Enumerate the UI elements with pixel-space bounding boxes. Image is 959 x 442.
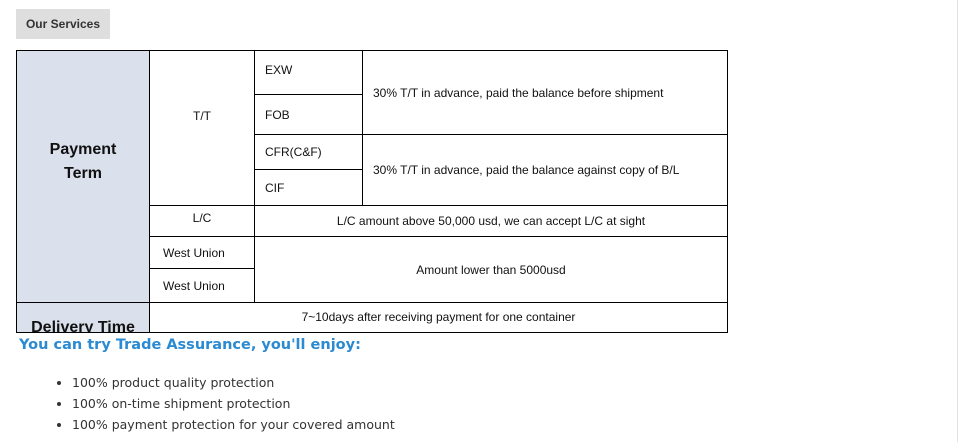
west-union-cell-1: West Union — [149, 236, 255, 269]
assurance-list: 100% product quality protection 100% on-… — [56, 372, 395, 435]
list-item: 100% payment protection for your covered… — [72, 414, 395, 435]
payment-term-header: Payment Term — [16, 50, 150, 303]
payment-term-label: Payment Term — [49, 140, 117, 182]
delivery-time-header: Delivery Time — [16, 302, 150, 333]
cfr-cell: CFR(C&F) — [254, 134, 363, 170]
delivery-time-label: Delivery Time — [31, 319, 135, 333]
page-edge-divider — [957, 0, 958, 442]
west-union-cell-2: West Union — [149, 268, 255, 303]
west-union-note: Amount lower than 5000usd — [254, 236, 728, 303]
lc-note: L/C amount above 50,000 usd, we can acce… — [254, 205, 728, 237]
delivery-note: 7~10days after receiving payment for one… — [149, 302, 728, 333]
tt-note-1: 30% T/T in advance, paid the balance bef… — [362, 50, 728, 135]
list-item: 100% product quality protection — [72, 372, 395, 393]
exw-cell: EXW — [254, 50, 363, 95]
tt-note-2: 30% T/T in advance, paid the balance aga… — [362, 134, 728, 206]
section-tag: Our Services — [16, 9, 110, 39]
list-item: 100% on-time shipment protection — [72, 393, 395, 414]
lc-cell: L/C — [149, 205, 255, 237]
assurance-heading: You can try Trade Assurance, you'll enjo… — [19, 337, 361, 353]
cif-cell: CIF — [254, 169, 363, 206]
fob-cell: FOB — [254, 94, 363, 135]
tt-cell: T/T — [149, 50, 255, 206]
